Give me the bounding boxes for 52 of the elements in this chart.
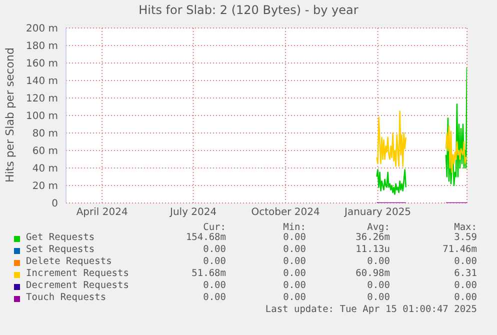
text: 0.00 [283, 232, 306, 243]
text: 0.00 [283, 256, 306, 267]
y-tick-label: 0 [52, 198, 58, 210]
legend-label: Delete Requests [26, 256, 112, 267]
text: 36.26m [356, 232, 390, 243]
x-tick-label: July 2024 [169, 207, 217, 218]
legend-label: Set Requests [26, 244, 95, 255]
text: 60.98m [356, 268, 390, 279]
y-tick-label: 200 m [26, 24, 58, 35]
text: 0.00 [454, 256, 477, 267]
y-tick-label: 140 m [26, 76, 58, 88]
text: 0.00 [203, 244, 226, 255]
text: Max: [454, 222, 477, 233]
legend-label: Get Requests [26, 232, 95, 243]
y-axis-title: Hits per Slab per second [4, 48, 16, 182]
text: 71.46m [442, 244, 477, 255]
text: 11.13u [356, 244, 390, 255]
text: 3.59 [454, 232, 477, 243]
text: 0.00 [367, 256, 390, 267]
y-tick-label: 180 m [26, 41, 58, 52]
text: Min: [283, 222, 306, 233]
text: Cur: [203, 222, 226, 233]
text: Avg: [367, 222, 390, 233]
text: 0.00 [283, 292, 306, 303]
y-tick-label: 160 m [26, 58, 58, 70]
legend-label: Decrement Requests [26, 280, 129, 291]
y-tick-label: 100 m [26, 111, 58, 122]
text: 0.00 [283, 280, 306, 291]
x-tick-label: October 2024 [251, 207, 320, 218]
x-tick-label: January 2025 [344, 207, 412, 218]
y-tick-label: 120 m [26, 94, 58, 105]
legend-label: Increment Requests [26, 268, 129, 279]
text: 0.00 [203, 280, 226, 291]
text: 0.00 [367, 280, 390, 291]
text: 0.00 [203, 256, 226, 267]
y-tick-label: 80 m [32, 128, 58, 140]
text: 6.31 [454, 268, 477, 279]
text: 154.68m [186, 232, 226, 243]
text: 51.68m [192, 268, 226, 279]
text: Last update: Tue Apr 15 01:00:47 2025 [265, 304, 477, 315]
text: 0.00 [367, 292, 390, 303]
text: 0.00 [454, 292, 477, 303]
text: 0.00 [203, 292, 226, 303]
y-tick-label: 20 m [32, 181, 58, 192]
chart-title: Hits for Slab: 2 (120 Bytes) - by year [138, 3, 360, 17]
text: 0.00 [283, 268, 306, 279]
y-tick-label: 40 m [32, 164, 58, 175]
y-tick-label: 60 m [32, 146, 58, 158]
text: 0.00 [454, 280, 477, 291]
x-tick-label: April 2024 [76, 207, 128, 218]
text: 0.00 [283, 244, 306, 255]
legend-label: Touch Requests [26, 292, 106, 303]
